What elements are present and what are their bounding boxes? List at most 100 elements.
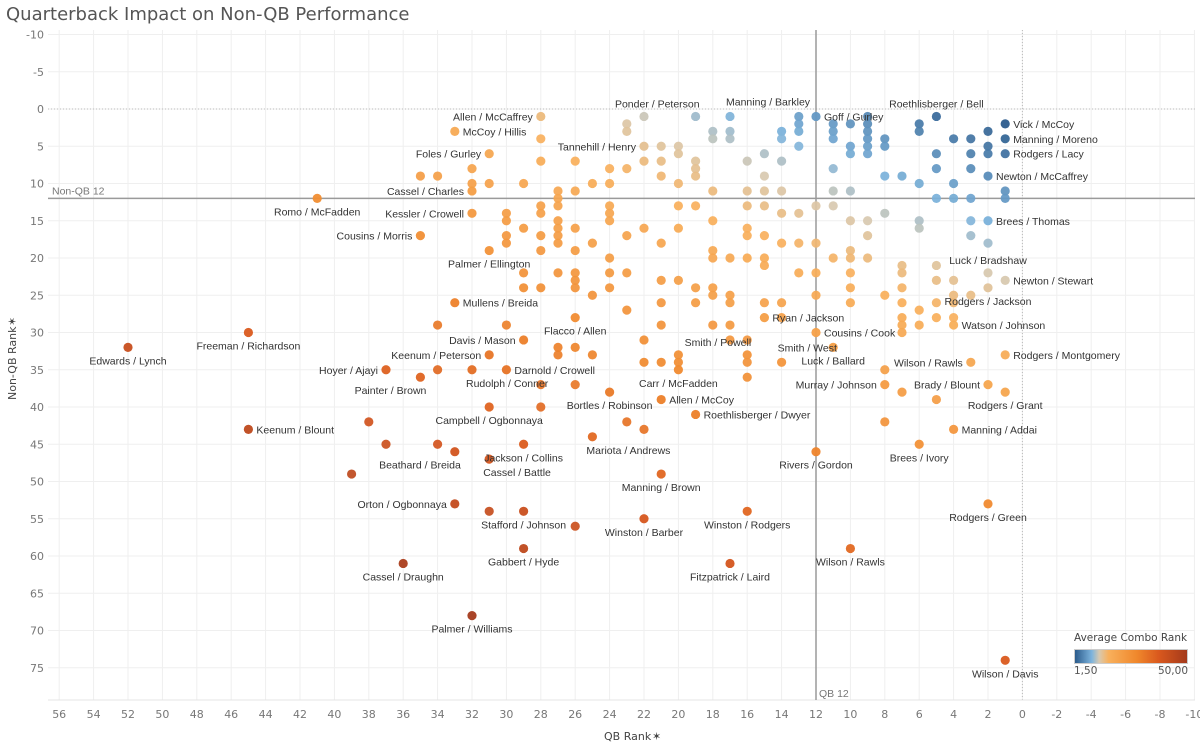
point-label: Rodgers / Grant [968, 400, 1043, 412]
data-point [931, 260, 942, 271]
data-point [673, 201, 684, 211]
data-point [484, 402, 494, 412]
data-point [639, 156, 649, 166]
data-point [381, 439, 391, 449]
data-point [931, 164, 942, 174]
data-point [501, 231, 511, 241]
legend-min-label: 1,50 [1074, 665, 1098, 677]
legend-max-label: 50,00 [1157, 665, 1188, 677]
x-tick-label: 56 [52, 708, 66, 721]
data-point [897, 327, 907, 338]
y-tick-label: 65 [30, 587, 44, 600]
data-point [312, 193, 322, 203]
data-point [759, 149, 770, 159]
point-label: Orton / Ogbonnaya [357, 499, 446, 511]
data-point [536, 283, 546, 293]
point-label: Rodgers / Lacy [1013, 149, 1084, 161]
point-label: Goff / Gurley [824, 111, 884, 123]
data-point [691, 164, 701, 174]
point-label: Rudolph / Conner [466, 378, 549, 390]
data-point [484, 149, 494, 159]
data-point [828, 126, 838, 136]
data-point [863, 231, 873, 241]
data-point [553, 238, 563, 248]
data-point [759, 231, 770, 241]
data-point [570, 380, 580, 390]
data-point [519, 178, 529, 189]
data-point [691, 283, 701, 293]
data-point [794, 238, 804, 248]
data-point [1000, 193, 1010, 203]
data-point [587, 350, 598, 360]
data-point [691, 156, 701, 166]
data-point [450, 447, 460, 457]
x-tick-label: 4 [950, 708, 957, 721]
data-point [708, 253, 718, 263]
data-point [983, 380, 993, 390]
point-label: Manning / Barkley [726, 96, 811, 108]
data-point [983, 238, 993, 248]
data-point [742, 506, 752, 516]
data-point [828, 164, 838, 174]
data-point [519, 268, 529, 278]
data-point [605, 201, 615, 211]
data-point [777, 238, 787, 248]
data-point [1000, 350, 1010, 360]
point-label: Roethlisberger / Bell [889, 98, 984, 110]
point-label: McCoy / Hillis [463, 126, 527, 138]
data-point [570, 186, 580, 196]
data-point [639, 335, 649, 345]
data-point [811, 201, 821, 211]
data-point [759, 253, 770, 263]
data-point [966, 193, 976, 203]
data-point [983, 126, 993, 136]
data-point [691, 171, 701, 181]
data-point [914, 305, 924, 315]
point-label: Winston / Rodgers [704, 519, 790, 531]
data-point [931, 275, 942, 285]
data-point [845, 186, 856, 196]
y-tick-label: 5 [37, 140, 44, 153]
point-label: Newton / McCaffrey [996, 171, 1089, 183]
data-point [467, 365, 477, 375]
data-point [656, 469, 666, 479]
data-point [605, 283, 615, 293]
y-tick-label: -10 [26, 29, 44, 42]
data-point [725, 290, 735, 300]
data-point [364, 417, 374, 427]
y-tick-label: 15 [30, 215, 44, 228]
data-point [553, 268, 563, 278]
data-point [863, 216, 873, 226]
data-point [759, 298, 770, 308]
data-point [897, 313, 907, 323]
point-label: Tannehill / Henry [558, 141, 637, 153]
data-point [983, 216, 993, 226]
data-point [656, 171, 666, 181]
data-point [622, 119, 632, 129]
data-point [605, 253, 615, 263]
x-tick-label: 34 [431, 708, 445, 721]
pin-icon[interactable]: ✶ [652, 730, 661, 743]
data-point [673, 141, 684, 151]
data-point [983, 141, 993, 151]
data-point [605, 164, 615, 174]
data-point [725, 126, 735, 136]
data-point [914, 216, 924, 226]
data-point [828, 253, 838, 263]
data-point [914, 320, 924, 330]
data-point [467, 164, 477, 174]
y-tick-label: 35 [30, 364, 44, 377]
data-point [656, 298, 666, 308]
data-point [931, 394, 942, 405]
data-point [949, 290, 959, 300]
data-point [777, 208, 787, 218]
data-point [1000, 134, 1010, 144]
data-point [949, 298, 959, 308]
data-point [742, 156, 752, 166]
data-point [673, 178, 684, 189]
point-label: Brady / Blount [914, 380, 980, 392]
data-point [519, 223, 529, 233]
data-point [845, 268, 856, 278]
pin-icon[interactable]: ✶ [6, 317, 19, 326]
